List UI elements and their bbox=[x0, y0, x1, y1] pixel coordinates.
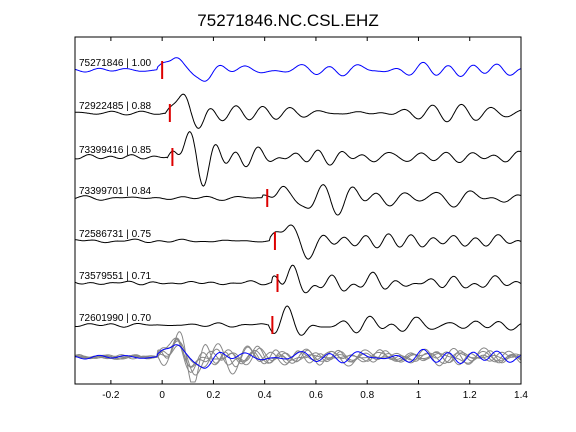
stack-overlay bbox=[74, 331, 522, 383]
x-tick-label-5: 0.6 bbox=[309, 390, 323, 401]
x-tick-label-9: 1.4 bbox=[514, 390, 528, 401]
trace-line-2 bbox=[75, 93, 522, 129]
x-tick-label-1: -0.2 bbox=[102, 390, 120, 401]
trace-line-7 bbox=[74, 305, 522, 336]
trace-line-3 bbox=[74, 130, 522, 187]
trace-line-1 bbox=[74, 57, 522, 82]
x-axis: -0.2 0 0.2 0.4 0.6 0.8 1 1.2 1.4 bbox=[102, 37, 528, 401]
traces-layer bbox=[74, 57, 522, 336]
stack-trace-7 bbox=[74, 337, 522, 368]
x-tick-label-4: 0.4 bbox=[258, 390, 272, 401]
chart-title: 75271846.NC.CSL.EHZ bbox=[197, 11, 378, 30]
stack-trace-1 bbox=[74, 344, 522, 369]
trace-labels: 75271846 | 1.00 72922485 | 0.88 73399416 |… bbox=[79, 58, 152, 324]
trace-label-7: 72601990 | 0.70 bbox=[79, 313, 152, 324]
trace-label-6: 73579551 | 0.71 bbox=[79, 271, 152, 282]
x-tick-label-3: 0.2 bbox=[206, 390, 220, 401]
pick-markers bbox=[161, 61, 279, 334]
trace-line-6 bbox=[74, 264, 522, 294]
x-tick-label-8: 1.2 bbox=[463, 390, 477, 401]
trace-label-4: 73399701 | 0.84 bbox=[79, 186, 152, 197]
trace-label-1: 75271846 | 1.00 bbox=[79, 58, 152, 69]
trace-label-2: 72922485 | 0.88 bbox=[79, 101, 152, 112]
trace-line-4 bbox=[74, 184, 522, 216]
x-tick-label-6: 0.8 bbox=[360, 390, 374, 401]
trace-label-5: 72586731 | 0.75 bbox=[79, 229, 152, 240]
x-tick-label-7: 1 bbox=[416, 390, 422, 401]
trace-label-3: 73399416 | 0.85 bbox=[79, 145, 152, 156]
x-tick-label-2: 0 bbox=[159, 390, 165, 401]
trace-line-5 bbox=[74, 224, 522, 260]
plot-frame bbox=[74, 36, 522, 385]
